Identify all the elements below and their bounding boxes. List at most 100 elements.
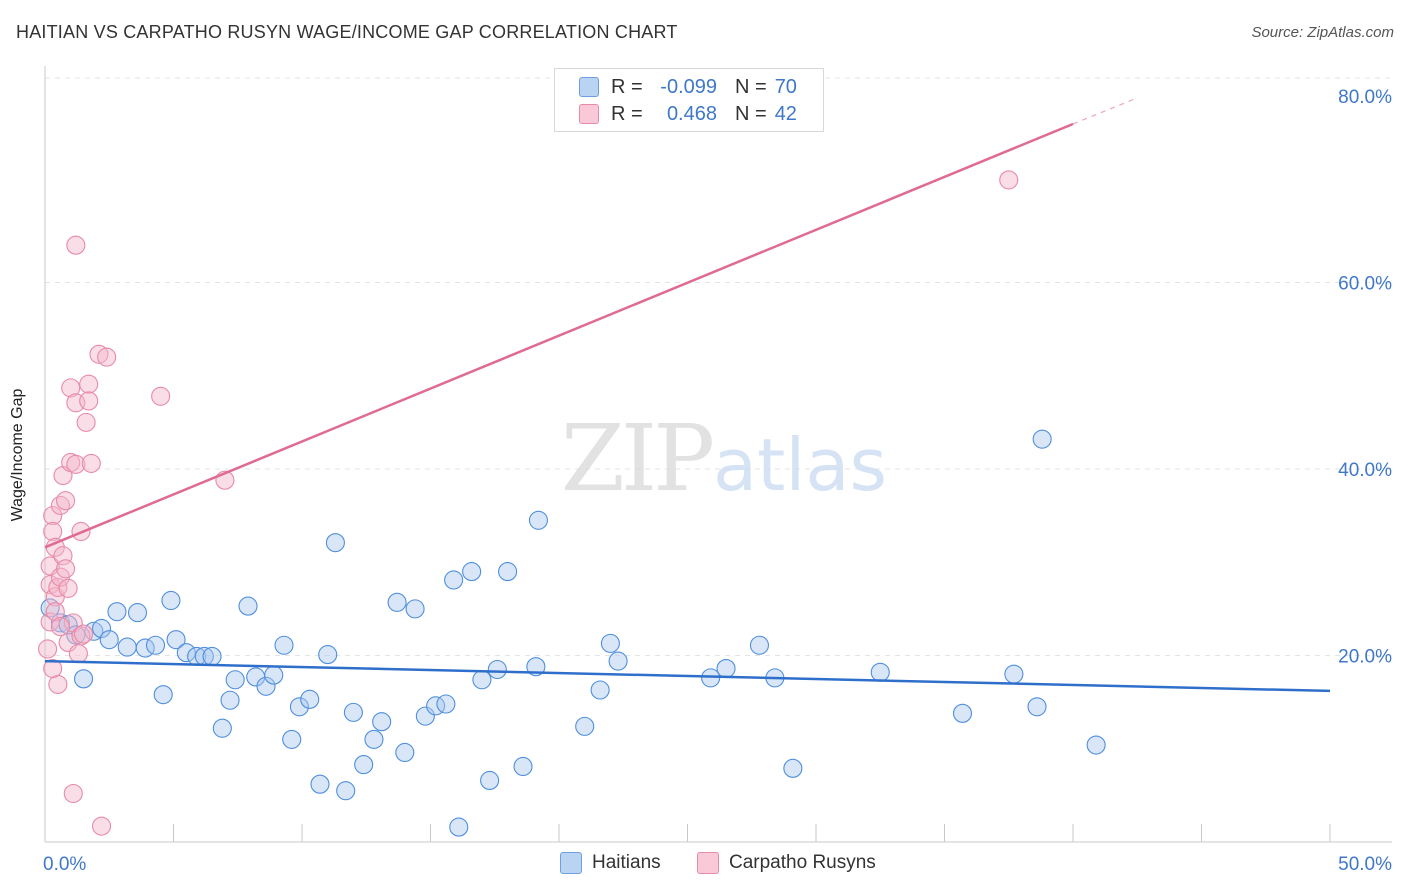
haitians-point bbox=[202, 646, 222, 666]
haitians-point bbox=[161, 590, 181, 611]
source-label: Source: ZipAtlas.com bbox=[1251, 24, 1394, 41]
legend-row-haitians: R = -0.099 N = 70 bbox=[579, 75, 797, 99]
carpatho-rusyns-point bbox=[48, 674, 68, 694]
haitians-point bbox=[575, 716, 595, 736]
carpatho-rusyns-point bbox=[66, 235, 86, 255]
haitians-trend-line bbox=[44, 659, 1331, 693]
haitians-point bbox=[436, 694, 456, 714]
trend-lines bbox=[44, 97, 1331, 693]
r-label: R = bbox=[611, 102, 643, 125]
haitians-point bbox=[1004, 664, 1024, 684]
haitians-point bbox=[256, 676, 276, 696]
carpatho-rusyns-point bbox=[68, 644, 88, 664]
haitians-point bbox=[300, 689, 320, 709]
legend-item-haitians[interactable]: Haitians bbox=[560, 852, 661, 874]
haitians-point bbox=[354, 755, 374, 775]
haitians-point bbox=[289, 697, 309, 717]
tick-labels: 20.0% 40.0% 60.0% 80.0% 0.0% 50.0% bbox=[43, 87, 1392, 875]
legend-item-carpatho-rusyns[interactable]: Carpatho Rusyns bbox=[697, 852, 876, 874]
haitians-point bbox=[91, 618, 112, 639]
carpatho-rusyns-point bbox=[81, 453, 101, 473]
haitians-legend-label: Haitians bbox=[592, 852, 661, 873]
grid-layer bbox=[45, 77, 1392, 656]
y-tick-label: 40.0% bbox=[1338, 460, 1392, 481]
axis-layer bbox=[44, 66, 1392, 843]
haitians-point bbox=[513, 756, 533, 777]
haitians-point bbox=[107, 602, 127, 622]
r-value: 0.468 bbox=[666, 102, 717, 125]
carpatho-rusyns-point bbox=[91, 816, 112, 836]
legend-row-carpatho-rusyns: R = 0.468 N = 42 bbox=[579, 102, 797, 126]
haitians-point bbox=[66, 625, 86, 645]
carpatho-rusyns-trend-line bbox=[44, 122, 1074, 549]
n-label: N = bbox=[735, 75, 767, 98]
watermark-atlas: atlas bbox=[713, 423, 887, 507]
r-label: R = bbox=[611, 75, 643, 98]
haitians-point bbox=[325, 533, 345, 553]
y-tick-label: 60.0% bbox=[1338, 274, 1392, 295]
n-value: 42 bbox=[774, 102, 797, 125]
haitians-point bbox=[472, 670, 492, 690]
haitians-point bbox=[176, 643, 196, 663]
haitians-point bbox=[372, 712, 392, 732]
haitians-point bbox=[343, 702, 363, 722]
haitians-point bbox=[225, 670, 245, 690]
haitians-legend-swatch bbox=[560, 852, 582, 874]
haitians-point bbox=[1027, 697, 1047, 717]
haitians-point bbox=[783, 758, 803, 778]
haitians-point bbox=[117, 637, 137, 657]
carpatho-rusyns-point bbox=[40, 575, 60, 595]
haitians-point bbox=[282, 729, 302, 749]
n-label: N = bbox=[735, 102, 767, 125]
haitians-point bbox=[600, 633, 620, 653]
carpatho-rusyns-trend-extension bbox=[1072, 97, 1138, 125]
haitians-point bbox=[127, 603, 148, 623]
carpatho-rusyns-point bbox=[43, 659, 63, 679]
haitians-point bbox=[318, 645, 338, 665]
haitians-swatch bbox=[579, 77, 599, 97]
haitians-point bbox=[310, 774, 330, 794]
haitians-point bbox=[449, 817, 469, 837]
carpatho-rusyns-legend-label: Carpatho Rusyns bbox=[729, 852, 876, 873]
haitians-point bbox=[1086, 735, 1106, 755]
haitians-point bbox=[364, 729, 384, 749]
x-tick-label: 0.0% bbox=[43, 854, 86, 875]
haitians-point bbox=[395, 742, 415, 763]
haitians-point bbox=[498, 562, 518, 582]
haitians-point bbox=[952, 703, 973, 723]
haitians-point bbox=[444, 570, 464, 590]
haitians-point bbox=[405, 599, 425, 619]
carpatho-rusyns-point bbox=[40, 612, 60, 632]
n-value: 70 bbox=[774, 75, 797, 98]
haitians-point bbox=[166, 630, 186, 650]
haitians-point bbox=[40, 598, 60, 618]
carpatho-rusyns-legend-swatch bbox=[697, 852, 719, 874]
haitians-point bbox=[145, 635, 166, 655]
r-value: -0.099 bbox=[660, 75, 717, 98]
y-tick-label: 20.0% bbox=[1338, 647, 1392, 668]
haitians-point bbox=[870, 662, 890, 682]
carpatho-rusyns-point bbox=[97, 347, 117, 367]
carpatho-rusyns-point bbox=[89, 344, 109, 364]
correlation-legend: R = -0.099 N = 70 R = 0.468 N = 42 bbox=[554, 68, 824, 132]
carpatho-rusyns-point bbox=[38, 639, 58, 659]
haitians-point bbox=[99, 630, 119, 650]
carpatho-rusyns-point bbox=[66, 454, 86, 474]
haitians-point bbox=[387, 592, 407, 612]
carpatho-rusyns-point bbox=[43, 521, 63, 542]
haitians-point bbox=[415, 706, 435, 726]
carpatho-rusyns-point bbox=[61, 378, 81, 398]
haitians-point bbox=[528, 510, 548, 530]
haitians-point bbox=[590, 680, 610, 700]
carpatho-rusyns-swatch bbox=[579, 104, 599, 124]
carpatho-rusyns-point bbox=[58, 578, 78, 598]
haitians-point bbox=[274, 635, 294, 655]
haitians-point bbox=[480, 770, 500, 791]
y-tick-label: 80.0% bbox=[1338, 87, 1392, 108]
haitians-point bbox=[1032, 429, 1052, 449]
watermark-zip: ZIP bbox=[561, 405, 712, 512]
haitians-point bbox=[487, 659, 507, 680]
carpatho-rusyns-point bbox=[999, 170, 1019, 190]
haitians-point bbox=[264, 665, 284, 685]
carpatho-rusyns-point bbox=[79, 374, 99, 394]
